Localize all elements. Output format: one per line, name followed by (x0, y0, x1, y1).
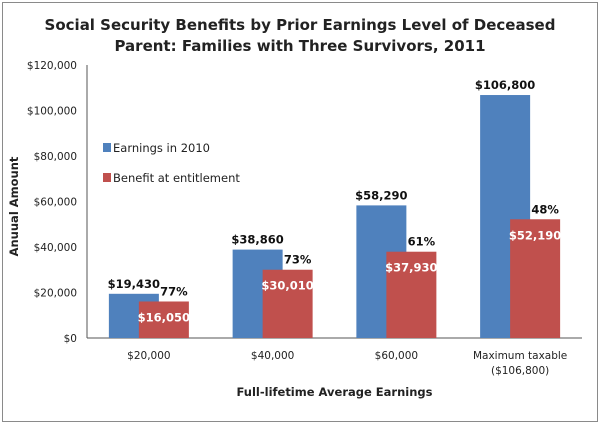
benefit-data-label: $30,010 (261, 279, 313, 293)
y-tick-label: $40,000 (34, 242, 77, 254)
earnings-data-label: $58,290 (355, 188, 407, 202)
y-tick-label: $100,000 (27, 106, 77, 118)
legend-label: Benefit at entitlement (113, 171, 240, 185)
chart-title: Parent: Families with Three Survivors, 2… (114, 37, 485, 55)
x-axis-title: Full-lifetime Average Earnings (237, 385, 433, 399)
chart-title: Social Security Benefits by Prior Earnin… (45, 16, 556, 34)
percent-label: 73% (284, 253, 312, 267)
bar-benefit (510, 219, 561, 338)
benefit-data-label: $37,930 (385, 261, 437, 275)
y-tick-label: $120,000 (27, 60, 77, 72)
legend-swatch (103, 173, 111, 182)
x-tick-label: ($106,800) (491, 365, 549, 377)
earnings-data-label: $106,800 (475, 78, 535, 92)
y-tick-label: $0 (64, 333, 77, 345)
y-tick-label: $80,000 (34, 151, 77, 163)
legend-swatch (103, 143, 111, 152)
percent-label: 77% (160, 284, 188, 298)
bar-benefit (386, 251, 437, 338)
y-tick-label: $20,000 (34, 288, 77, 300)
bar-benefit (138, 301, 189, 338)
x-tick-label: Maximum taxable (473, 350, 567, 362)
y-tick-label: $60,000 (34, 197, 77, 209)
x-tick-label: $20,000 (127, 350, 170, 362)
earnings-data-label: $38,860 (231, 233, 283, 247)
percent-label: 48% (531, 202, 559, 216)
y-axis-title: Anuual Amount (7, 156, 21, 256)
benefit-data-label: $52,190 (509, 228, 561, 242)
legend-label: Earnings in 2010 (113, 141, 210, 155)
benefit-data-label: $16,050 (138, 310, 190, 324)
x-tick-label: $60,000 (375, 350, 418, 362)
bar-benefit (262, 269, 313, 338)
earnings-data-label: $19,430 (108, 277, 160, 291)
percent-label: 61% (408, 235, 436, 249)
x-tick-label: $40,000 (251, 350, 294, 362)
